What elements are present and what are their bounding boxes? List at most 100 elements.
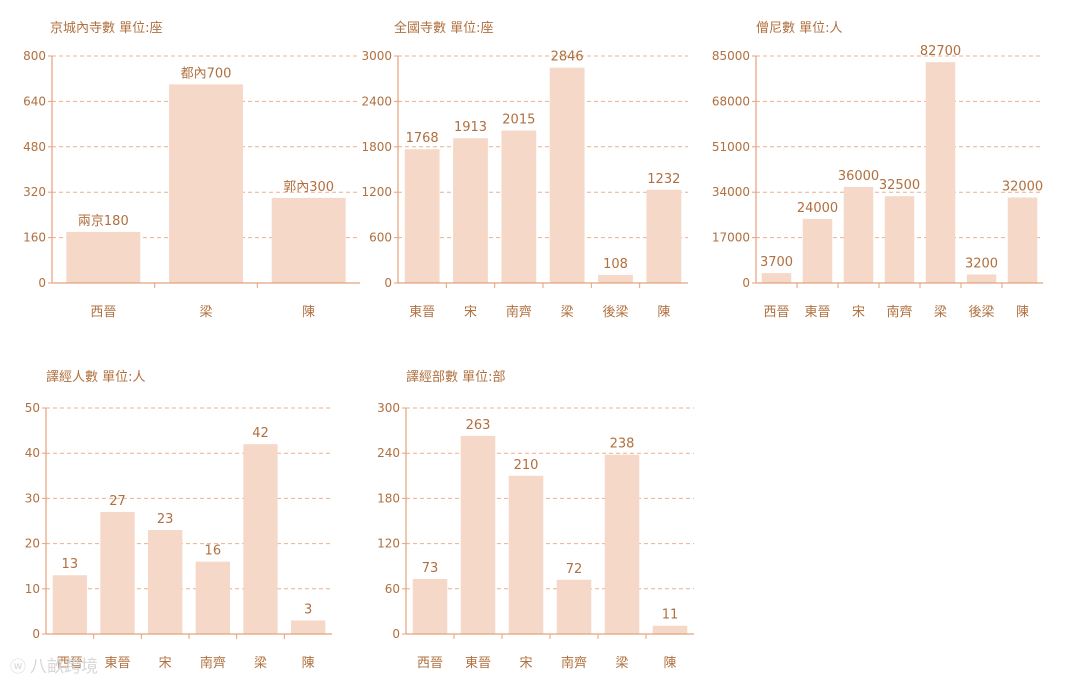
chart-title: 譯經人數 單位:人 — [46, 370, 146, 385]
x-tick-label: 西晉 — [57, 656, 83, 671]
x-tick-label: 西晉 — [417, 656, 443, 671]
data-label: 11 — [662, 608, 679, 623]
x-tick-label: 東晉 — [804, 304, 830, 320]
bar — [925, 62, 956, 284]
y-tick-label: 120 — [377, 537, 400, 551]
bar — [761, 273, 792, 283]
watermark-text: 八畝跨境 — [30, 657, 99, 677]
chart-plot: 0 60 120 180 240 300 73 西晉 263 東晉 210 宋 72 南齊 238 梁 11 陳 — [377, 401, 694, 671]
data-label: 郭內300 — [283, 179, 334, 195]
data-label: 73 — [422, 561, 439, 576]
data-label: 27 — [109, 494, 126, 509]
y-tick-label: 50 — [25, 401, 40, 415]
y-tick-label: 300 — [377, 401, 400, 415]
bar — [271, 197, 346, 283]
chart-temples-nationwide: 全國寺數 單位:座 0 600 1200 1800 2400 3000 1768 東晉 1913… — [0, 0, 700, 340]
data-label: 32500 — [879, 178, 920, 193]
y-tick-label: 1800 — [361, 140, 392, 154]
bar — [291, 620, 326, 634]
y-tick-label: 180 — [377, 491, 400, 505]
bar — [243, 444, 278, 634]
y-tick-label: 85000 — [712, 49, 750, 63]
bar — [549, 67, 585, 283]
y-tick-label: 17000 — [712, 231, 750, 245]
data-label: 2015 — [502, 113, 535, 128]
chart-translated-works: 譯經部數 單位:部 0 60 120 180 240 300 73 西晉 263 東晉 210 宋 72… — [377, 370, 694, 671]
bar — [453, 138, 488, 283]
x-tick-label: 陳 — [302, 305, 315, 320]
y-tick-label: 20 — [25, 537, 40, 551]
y-tick-label: 0 — [742, 276, 750, 290]
x-tick-label: 西晉 — [763, 305, 789, 320]
data-label: 13 — [62, 557, 79, 572]
chart-plot: 0 600 1200 1800 2400 3000 1768 東晉 1913 宋 2015 南齊 284… — [361, 49, 688, 320]
x-tick-label: 梁 — [615, 656, 628, 671]
chart-title: 京城內寺數 單位:座 — [50, 21, 163, 36]
bar — [66, 231, 141, 283]
x-tick-label: 東晉 — [465, 655, 491, 671]
bar — [604, 454, 640, 634]
data-label: 24000 — [797, 201, 838, 216]
y-tick-label: 10 — [25, 582, 40, 596]
bar — [652, 625, 688, 634]
x-tick-label: 梁 — [934, 305, 947, 320]
data-label: 23 — [157, 512, 174, 527]
bar — [966, 274, 997, 283]
data-label: 兩京180 — [78, 214, 129, 229]
bar — [1007, 197, 1038, 283]
data-label: 210 — [514, 458, 539, 473]
chart-title: 全國寺數 單位:座 — [394, 21, 494, 36]
bar — [646, 189, 682, 283]
y-tick-label: 51000 — [712, 140, 750, 154]
bar — [802, 218, 833, 283]
y-tick-label: 0 — [32, 627, 40, 641]
y-tick-label: 3000 — [361, 49, 392, 63]
chart-translators: 譯經人數 單位:人 0 10 20 30 40 50 13 西晉 27 東晉 23 宋 16 南齊 42 梁 3… — [0, 0, 360, 686]
data-label: 36000 — [838, 169, 879, 184]
y-tick-label: 320 — [23, 185, 46, 199]
chart-monks-nuns: 僧尼數 單位:人 0 17000 34000 51000 68000 85000 3700 西… — [0, 0, 1080, 340]
weibo-logo-icon: ⓦ — [10, 657, 27, 676]
data-label: 1768 — [406, 131, 439, 146]
bar — [52, 575, 87, 634]
data-label: 42 — [252, 426, 269, 441]
x-tick-label: 後梁 — [968, 305, 994, 320]
bar — [843, 186, 874, 283]
bar — [412, 579, 448, 634]
x-tick-label: 陳 — [657, 305, 670, 320]
bar — [884, 196, 915, 283]
data-label: 3200 — [965, 256, 998, 271]
y-tick-label: 480 — [23, 140, 46, 154]
y-tick-label: 0 — [384, 276, 392, 290]
x-tick-label: 南齊 — [506, 304, 532, 320]
x-tick-label: 宋 — [519, 656, 532, 671]
x-tick-label: 陳 — [302, 656, 315, 671]
x-tick-label: 梁 — [561, 305, 574, 320]
bar — [169, 84, 243, 283]
data-label: 238 — [610, 437, 635, 452]
y-tick-label: 30 — [25, 491, 40, 505]
y-tick-label: 160 — [23, 231, 46, 245]
data-label: 82700 — [920, 44, 961, 59]
y-tick-label: 34000 — [712, 185, 750, 199]
chart-plot: 0 10 20 30 40 50 13 西晉 27 東晉 23 宋 16 南齊 42 梁 3 陳 — [25, 401, 332, 671]
bar — [598, 274, 633, 283]
bar — [195, 561, 230, 634]
y-tick-label: 60 — [385, 582, 400, 596]
chart-title: 譯經部數 單位:部 — [406, 370, 506, 385]
data-label: 1913 — [454, 120, 487, 135]
x-tick-label: 南齊 — [886, 304, 912, 320]
bar — [148, 530, 183, 634]
x-tick-label: 宋 — [464, 305, 477, 320]
x-tick-label: 陳 — [1016, 305, 1029, 320]
chart-title: 僧尼數 單位:人 — [756, 21, 843, 36]
data-label: 108 — [603, 257, 628, 272]
data-label: 1232 — [647, 172, 680, 187]
data-label: 都內700 — [181, 66, 232, 81]
chart-plot: 0 17000 34000 51000 68000 85000 3700 西晉 24000 東晉 3… — [712, 44, 1043, 320]
y-tick-label: 800 — [23, 49, 46, 63]
data-label: 2846 — [551, 50, 584, 65]
x-tick-label: 宋 — [159, 656, 172, 671]
chart-plot: 0 160 320 480 640 800 兩京180 西晉 都內700 梁 郭內300 陳 — [23, 49, 360, 320]
chart-temples-capital: 京城內寺數 單位:座 0 160 320 480 640 800 兩京180 西晉 都內700 梁… — [0, 0, 360, 340]
